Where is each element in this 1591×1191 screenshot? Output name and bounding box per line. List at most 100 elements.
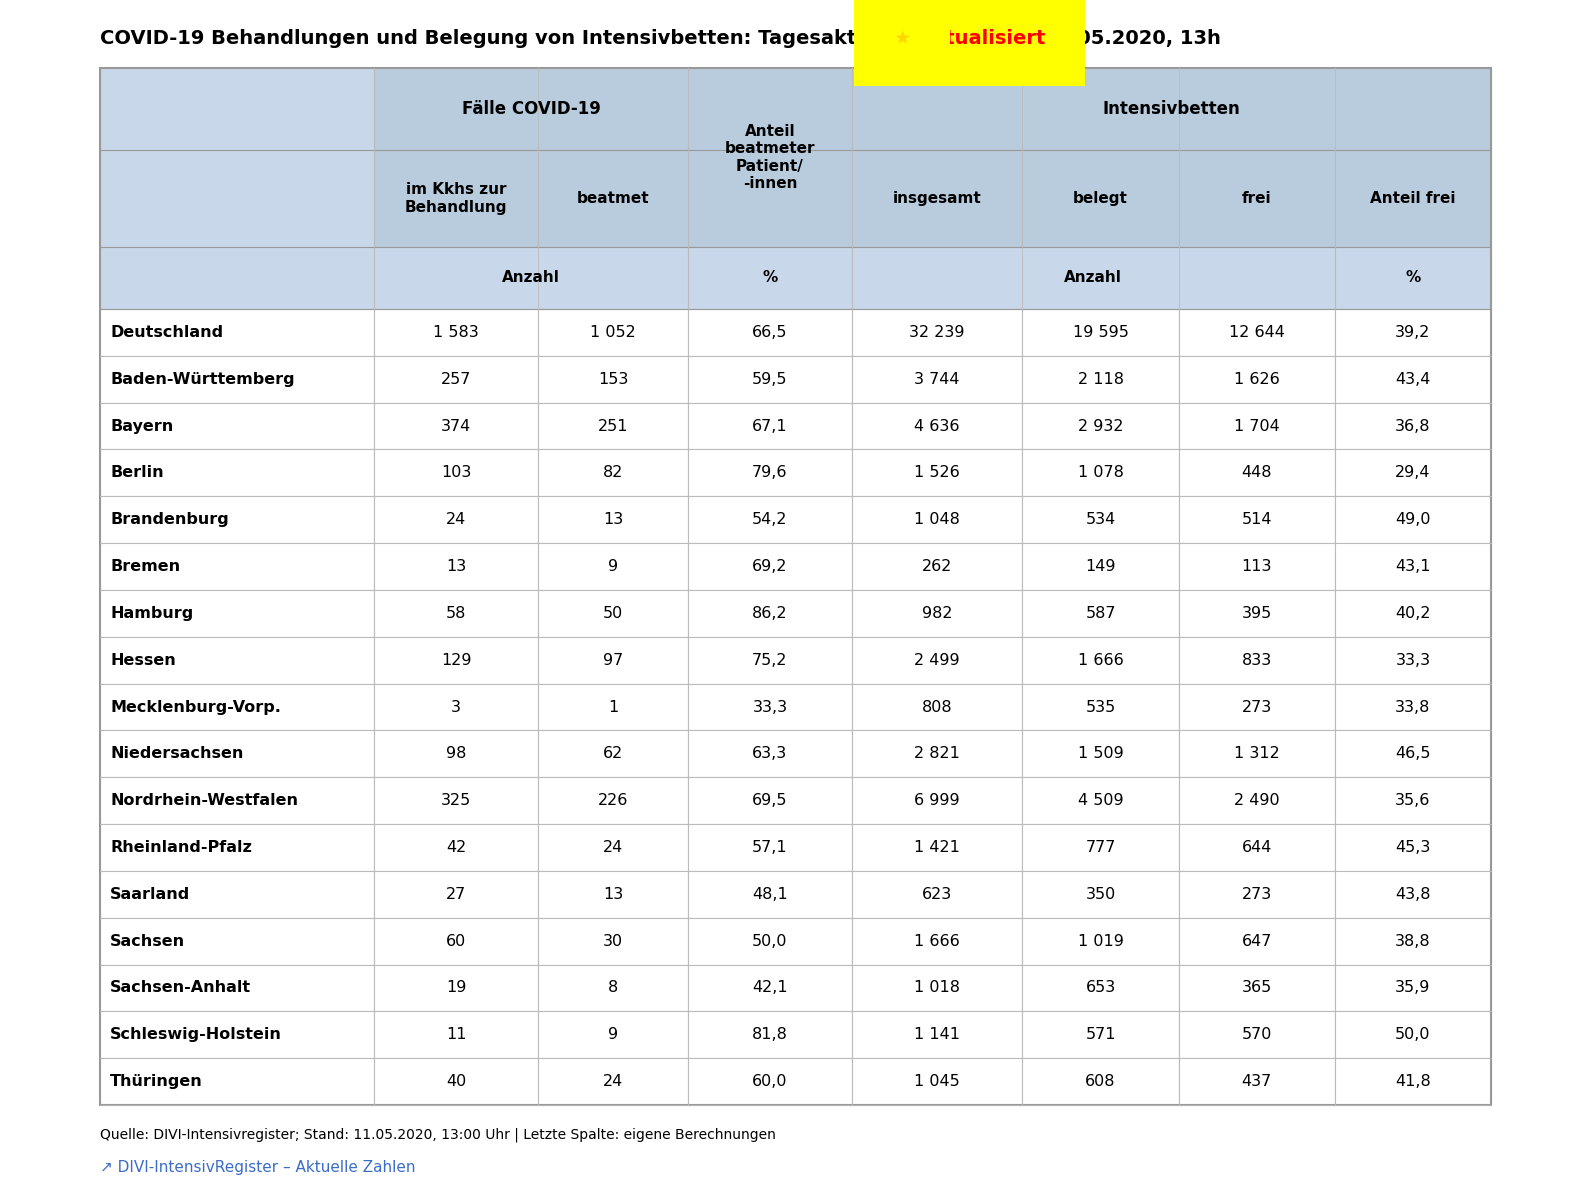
Text: 36,8: 36,8 [1395, 418, 1430, 434]
Text: 98: 98 [445, 747, 466, 761]
Bar [538, 403, 689, 449]
Text: Anteil
beatmeter
Patient/
-innen: Anteil beatmeter Patient/ -innen [725, 124, 815, 191]
Text: 66,5: 66,5 [753, 325, 788, 339]
Bar [689, 308, 851, 356]
Bar [1179, 308, 1335, 356]
Bar [689, 449, 851, 497]
Bar [374, 590, 538, 637]
Bar [1179, 965, 1335, 1011]
Bar [689, 403, 851, 449]
Text: 1 018: 1 018 [915, 980, 959, 996]
Bar [1023, 871, 1179, 918]
Text: 350: 350 [1085, 887, 1115, 902]
Text: Hessen: Hessen [110, 653, 175, 668]
Bar [100, 1058, 374, 1105]
Bar [1335, 449, 1491, 497]
Text: 13: 13 [603, 512, 624, 528]
Text: beatmet: beatmet [576, 191, 649, 206]
Text: 40: 40 [445, 1074, 466, 1089]
Bar [1179, 871, 1335, 918]
Text: 45,3: 45,3 [1395, 840, 1430, 855]
Text: 43,8: 43,8 [1395, 887, 1430, 902]
Bar [689, 778, 851, 824]
Text: 50: 50 [603, 606, 624, 621]
Bar [851, 918, 1023, 965]
Bar [689, 1058, 851, 1105]
Bar [1335, 403, 1491, 449]
Text: 13: 13 [445, 559, 466, 574]
Bar [374, 965, 538, 1011]
Text: 1 078: 1 078 [1077, 466, 1123, 480]
Bar [1179, 778, 1335, 824]
Bar [100, 871, 374, 918]
Bar [374, 308, 538, 356]
Text: Sachsen-Anhalt: Sachsen-Anhalt [110, 980, 251, 996]
Bar [100, 68, 1491, 1105]
Bar [851, 684, 1023, 730]
Text: 30: 30 [603, 934, 624, 948]
Bar [538, 778, 689, 824]
Text: 570: 570 [1241, 1028, 1271, 1042]
Text: 153: 153 [598, 372, 628, 387]
Text: 11: 11 [445, 1028, 466, 1042]
Text: 833: 833 [1241, 653, 1271, 668]
Text: ★: ★ [893, 29, 910, 48]
Text: 75,2: 75,2 [753, 653, 788, 668]
Text: 60,0: 60,0 [753, 1074, 788, 1089]
Bar [374, 871, 538, 918]
Bar [1179, 150, 1335, 247]
Text: Anteil frei: Anteil frei [1370, 191, 1456, 206]
Bar [538, 637, 689, 684]
Bar [100, 449, 374, 497]
Text: 50,0: 50,0 [1395, 1028, 1430, 1042]
Text: 33,3: 33,3 [753, 699, 788, 715]
Text: 273: 273 [1241, 887, 1271, 902]
Bar [100, 965, 374, 1011]
Text: 1: 1 [608, 699, 619, 715]
Bar [1179, 403, 1335, 449]
Bar [851, 150, 1023, 247]
Text: 24: 24 [603, 1074, 624, 1089]
Bar [538, 356, 689, 403]
Bar [1335, 356, 1491, 403]
Text: 9: 9 [608, 559, 619, 574]
Text: 1 626: 1 626 [1235, 372, 1279, 387]
Text: Bremen: Bremen [110, 559, 180, 574]
Bar [1335, 1058, 1491, 1105]
Text: 1 421: 1 421 [915, 840, 959, 855]
Text: 571: 571 [1085, 1028, 1115, 1042]
Text: 1 141: 1 141 [915, 1028, 959, 1042]
Bar [851, 308, 1023, 356]
Text: 62: 62 [603, 747, 624, 761]
Bar [689, 356, 851, 403]
Text: 437: 437 [1241, 1074, 1271, 1089]
Bar [1023, 403, 1179, 449]
Bar [851, 543, 1023, 590]
Text: 57,1: 57,1 [753, 840, 788, 855]
Text: 12 644: 12 644 [1228, 325, 1284, 339]
Bar [538, 684, 689, 730]
Bar [689, 684, 851, 730]
Text: 103: 103 [441, 466, 471, 480]
Text: 69,2: 69,2 [753, 559, 788, 574]
Bar [538, 449, 689, 497]
Text: 1 052: 1 052 [590, 325, 636, 339]
Bar [1023, 824, 1179, 871]
Bar [1335, 730, 1491, 778]
Bar [1179, 918, 1335, 965]
Bar [100, 403, 374, 449]
Bar [100, 637, 374, 684]
Text: 60: 60 [445, 934, 466, 948]
Text: 6 999: 6 999 [915, 793, 959, 809]
Text: 534: 534 [1085, 512, 1115, 528]
Text: 226: 226 [598, 793, 628, 809]
Bar [1023, 497, 1179, 543]
Bar [851, 1058, 1023, 1105]
Text: 587: 587 [1085, 606, 1115, 621]
Bar [1179, 824, 1335, 871]
Text: 38,8: 38,8 [1395, 934, 1430, 948]
Text: 4 509: 4 509 [1077, 793, 1123, 809]
Bar [1335, 308, 1491, 356]
Text: 67,1: 67,1 [753, 418, 788, 434]
Bar [689, 965, 851, 1011]
